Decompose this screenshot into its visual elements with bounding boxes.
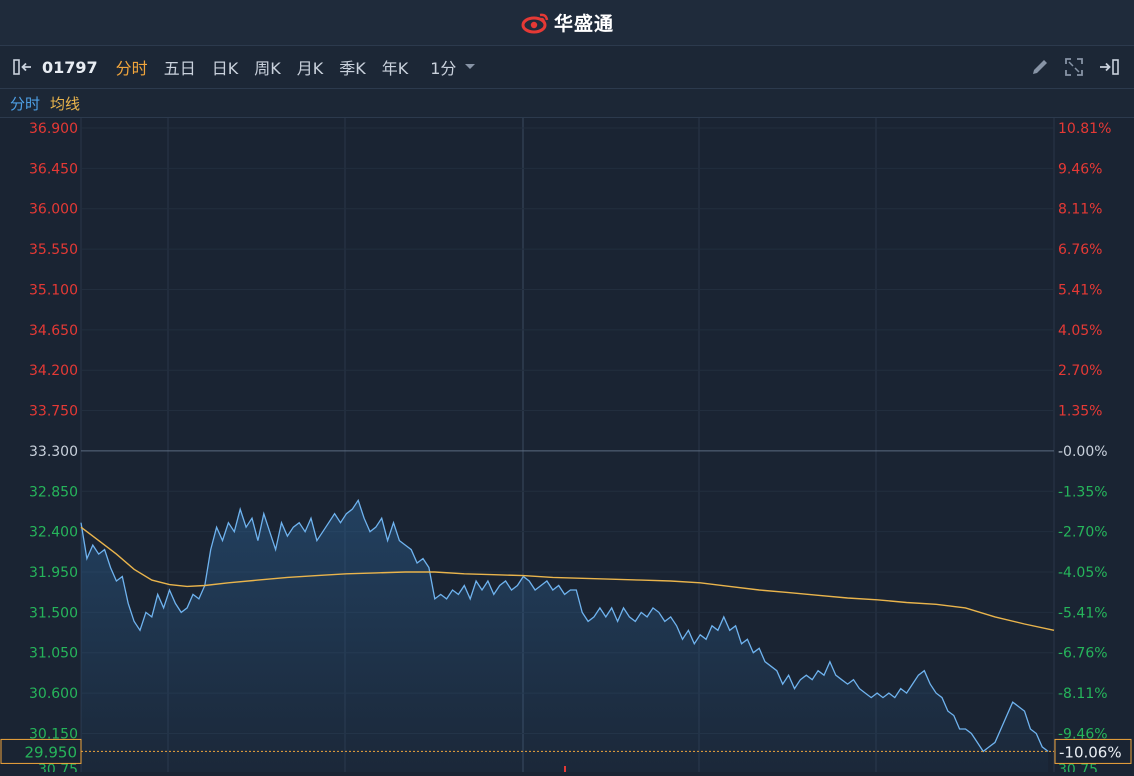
left-tick-label: 34.200 [29, 363, 78, 379]
left-tick-label: 31.500 [29, 605, 78, 621]
right-tick-label: 10.81% [1058, 121, 1111, 137]
left-tick-label: 32.400 [29, 525, 78, 541]
right-tick-label: -8.11% [1058, 686, 1108, 702]
left-tick-label: 35.100 [29, 282, 78, 298]
right-tick-label: 2.70% [1058, 363, 1102, 379]
left-tick-label: 33.300 [29, 444, 78, 460]
legend-price: 分时 [10, 94, 41, 113]
legend-average: 均线 [50, 94, 81, 113]
stock-code: 01797 [42, 57, 98, 77]
app-header: 华盛通 [0, 0, 1134, 46]
right-tick-label: -6.76% [1058, 646, 1108, 662]
logo-icon [521, 13, 549, 33]
right-tick-label: -2.70% [1058, 525, 1108, 541]
chart-toolbar: 01797 分时 五日 日K 周K 月K 季K 年K 1分 [0, 46, 1134, 89]
right-tick-label: -9.46% [1058, 726, 1108, 742]
right-tick-label: 5.41% [1058, 282, 1102, 298]
left-tick-label: 31.050 [29, 646, 78, 662]
left-tick-label: 30.600 [29, 686, 78, 702]
right-tick-label: -4.05% [1058, 565, 1108, 581]
legend-bar: 分时 均线 [0, 89, 1134, 118]
tab-yearly-k[interactable]: 年K [381, 59, 409, 78]
right-tick-label: 1.35% [1058, 404, 1102, 420]
cursor-price-box [0, 738, 82, 764]
chart-area[interactable]: 36.900 10.81% 36.450 9.46% 36.000 8.11% 35.550… [0, 118, 1134, 776]
right-tick-label: -5.41% [1058, 605, 1108, 621]
chevron-down-icon [465, 64, 476, 69]
cursor-pct-label: -10.06% [1059, 743, 1122, 761]
left-tick-label: 34.650 [29, 323, 78, 339]
collapse-panel-button[interactable] [12, 58, 34, 76]
cursor-pct-box [1054, 738, 1132, 764]
left-tick-label: 31.950 [29, 565, 78, 581]
fullscreen-icon[interactable] [1064, 57, 1084, 77]
left-tick-label: 30.150 [29, 726, 78, 742]
interval-label: 1分 [430, 59, 457, 78]
exit-panel-icon[interactable] [1098, 57, 1122, 77]
tab-quarterly-k[interactable]: 季K [339, 59, 366, 78]
cursor-price-label: 29.950 [25, 743, 78, 761]
right-tick-label: 9.46% [1058, 161, 1102, 177]
right-tick-label: -0.00% [1058, 444, 1108, 460]
right-tick-label: 6.76% [1058, 242, 1102, 258]
pencil-icon[interactable] [1030, 57, 1050, 77]
tab-monthly-k[interactable]: 月K [296, 59, 324, 78]
interval-dropdown[interactable]: 1分 [430, 55, 476, 79]
right-tick-label: 4.05% [1058, 323, 1102, 339]
tab-intraday[interactable]: 分时 [115, 59, 148, 78]
left-tick-label: 33.750 [29, 404, 78, 420]
left-tick-label: 36.900 [29, 121, 78, 137]
brand-logo: 华盛通 [520, 9, 614, 36]
tab-weekly-k[interactable]: 周K [254, 59, 281, 78]
intraday-chart[interactable]: 36.900 10.81% 36.450 9.46% 36.000 8.11% 35.550… [0, 118, 1134, 776]
series-price-line [80, 498, 1049, 753]
series-average-line [80, 526, 1055, 631]
left-tick-label: 36.000 [29, 202, 78, 218]
left-tick-label: 36.450 [29, 161, 78, 177]
left-tick-label: 35.550 [29, 242, 78, 258]
tab-five-day[interactable]: 五日 [163, 59, 196, 78]
left-tick-label: 32.850 [29, 484, 78, 500]
tab-daily-k[interactable]: 日K [211, 59, 239, 78]
right-tick-label: -1.35% [1058, 484, 1108, 500]
collapse-left-icon [13, 59, 31, 75]
price-area [81, 500, 1049, 772]
app-title: 华盛通 [553, 13, 614, 35]
right-tick-label: 8.11% [1058, 202, 1102, 218]
